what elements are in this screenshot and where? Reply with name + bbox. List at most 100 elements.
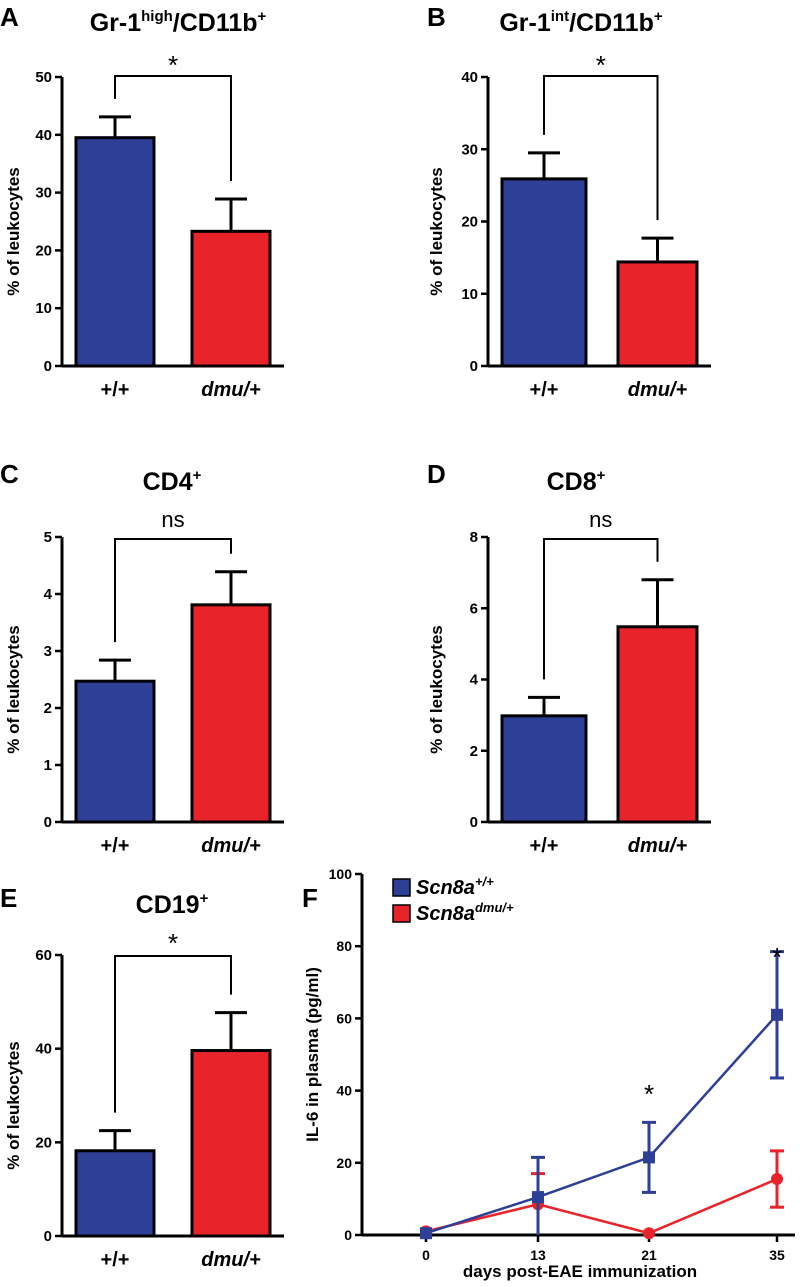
y-tick-label: 20	[336, 1155, 352, 1171]
data-point	[643, 1151, 655, 1164]
category-label: dmu/+	[628, 835, 688, 857]
y-axis-label: % of leukocytes	[427, 167, 446, 296]
panel-title: Gr-1high/CD11b+	[90, 8, 267, 37]
significance-bracket	[114, 538, 232, 643]
series-dmu	[420, 1149, 784, 1240]
y-tick-label: 60	[35, 947, 52, 964]
bar	[500, 177, 588, 368]
title-main: CD19	[136, 891, 200, 919]
series-wt	[420, 950, 784, 1240]
title-rest: /CD11b	[173, 9, 258, 37]
bar	[500, 714, 588, 824]
y-tick-label: 8	[470, 529, 478, 546]
y-tick-label: 10	[35, 300, 52, 317]
x-axis-label: days post-EAE immunization	[463, 1262, 697, 1281]
y-axis-label: % of leukocytes	[4, 1041, 23, 1170]
y-tick-label: 10	[461, 286, 478, 303]
data-point	[532, 1191, 544, 1204]
significance-label: *	[168, 50, 178, 80]
panel-title: CD19+	[136, 890, 209, 919]
legend-label: Scn8a+/+	[416, 874, 494, 899]
panel-letter: C	[0, 459, 19, 489]
legend-swatch	[392, 904, 411, 923]
title-main: Gr-1	[499, 9, 551, 37]
y-tick-label: 20	[461, 214, 478, 231]
title-superscript-2: +	[654, 8, 663, 25]
significance-bracket	[114, 955, 232, 1113]
legend-swatch	[392, 878, 411, 897]
y-tick-label: 0	[344, 1227, 352, 1243]
bar	[74, 679, 156, 824]
legend-name: Scn8a	[416, 877, 475, 899]
significance-label: ns	[161, 507, 184, 532]
category-label: +/+	[530, 379, 559, 401]
title-superscript-2: +	[258, 8, 267, 25]
legend-label: Scn8admu/+	[416, 900, 514, 925]
y-axis-label: % of leukocytes	[4, 625, 23, 754]
category-label: +/+	[101, 379, 130, 401]
y-tick-label: 20	[35, 242, 52, 259]
y-tick-label: 0	[470, 814, 478, 831]
legend: Scn8a+/+Scn8admu/+	[392, 874, 514, 925]
y-tick-label: 0	[44, 1228, 52, 1245]
significance-bracket	[543, 75, 659, 221]
y-tick-label: 1	[44, 757, 52, 774]
y-tick-label: 0	[44, 814, 52, 831]
category-label: dmu/+	[201, 1249, 261, 1271]
data-point	[643, 1227, 655, 1240]
category-label: +/+	[101, 835, 130, 857]
category-label: dmu/+	[201, 379, 261, 401]
significance-label: *	[168, 928, 178, 958]
bar	[190, 603, 272, 824]
title-superscript: int	[551, 8, 569, 25]
data-point	[771, 1173, 783, 1186]
y-tick-label: 4	[470, 672, 479, 689]
title-superscript: +	[597, 467, 606, 484]
y-tick-label: 40	[35, 1041, 52, 1058]
panel-title: Gr-1int/CD11b+	[499, 8, 663, 37]
y-tick-label: 0	[470, 358, 478, 375]
y-tick-label: 60	[336, 1010, 352, 1026]
significance-bracket	[543, 538, 659, 680]
significance-label: ns	[589, 507, 612, 532]
significance-bracket	[114, 75, 232, 181]
y-tick-label: 100	[329, 866, 353, 882]
legend-superscript: dmu/+	[475, 900, 514, 915]
y-axis-label: IL-6 in plasma (pg/ml)	[303, 967, 322, 1142]
data-point	[420, 1227, 432, 1240]
y-tick-label: 20	[35, 1134, 52, 1151]
y-tick-label: 2	[44, 700, 52, 717]
bar	[190, 229, 272, 368]
significance-label: *	[596, 50, 606, 80]
bar	[190, 1049, 272, 1238]
y-axis-label: % of leukocytes	[4, 167, 23, 296]
bar	[74, 136, 156, 368]
y-tick-label: 0	[44, 358, 52, 375]
title-main: CD8	[547, 468, 597, 496]
panel-f: F 0 20 40 60 80 100 0 13 21 35 days post-EAE immuni…	[302, 866, 795, 1281]
x-tick-label: 0	[422, 1247, 430, 1263]
panel-title: CD8+	[547, 467, 606, 496]
y-tick-label: 3	[44, 643, 52, 660]
significance-star: *	[772, 942, 782, 972]
series-line	[425, 1177, 778, 1235]
panel-letter: D	[427, 459, 446, 489]
panel-title: CD4+	[143, 467, 202, 496]
category-label: dmu/+	[201, 835, 261, 857]
category-label: +/+	[530, 835, 559, 857]
y-axis-label: % of leukocytes	[427, 625, 446, 754]
y-tick-label: 4	[44, 586, 53, 603]
panel-letter: A	[0, 2, 19, 32]
bar	[616, 625, 699, 824]
bar	[616, 260, 699, 368]
y-tick-label: 2	[470, 743, 478, 760]
y-tick-label: 6	[470, 600, 478, 617]
bar	[74, 1149, 156, 1238]
panel-letter: E	[0, 883, 17, 913]
title-superscript: +	[200, 890, 209, 907]
title-main: CD4	[143, 468, 193, 496]
x-tick-label: 13	[530, 1247, 546, 1263]
legend-superscript: +/+	[475, 874, 494, 889]
